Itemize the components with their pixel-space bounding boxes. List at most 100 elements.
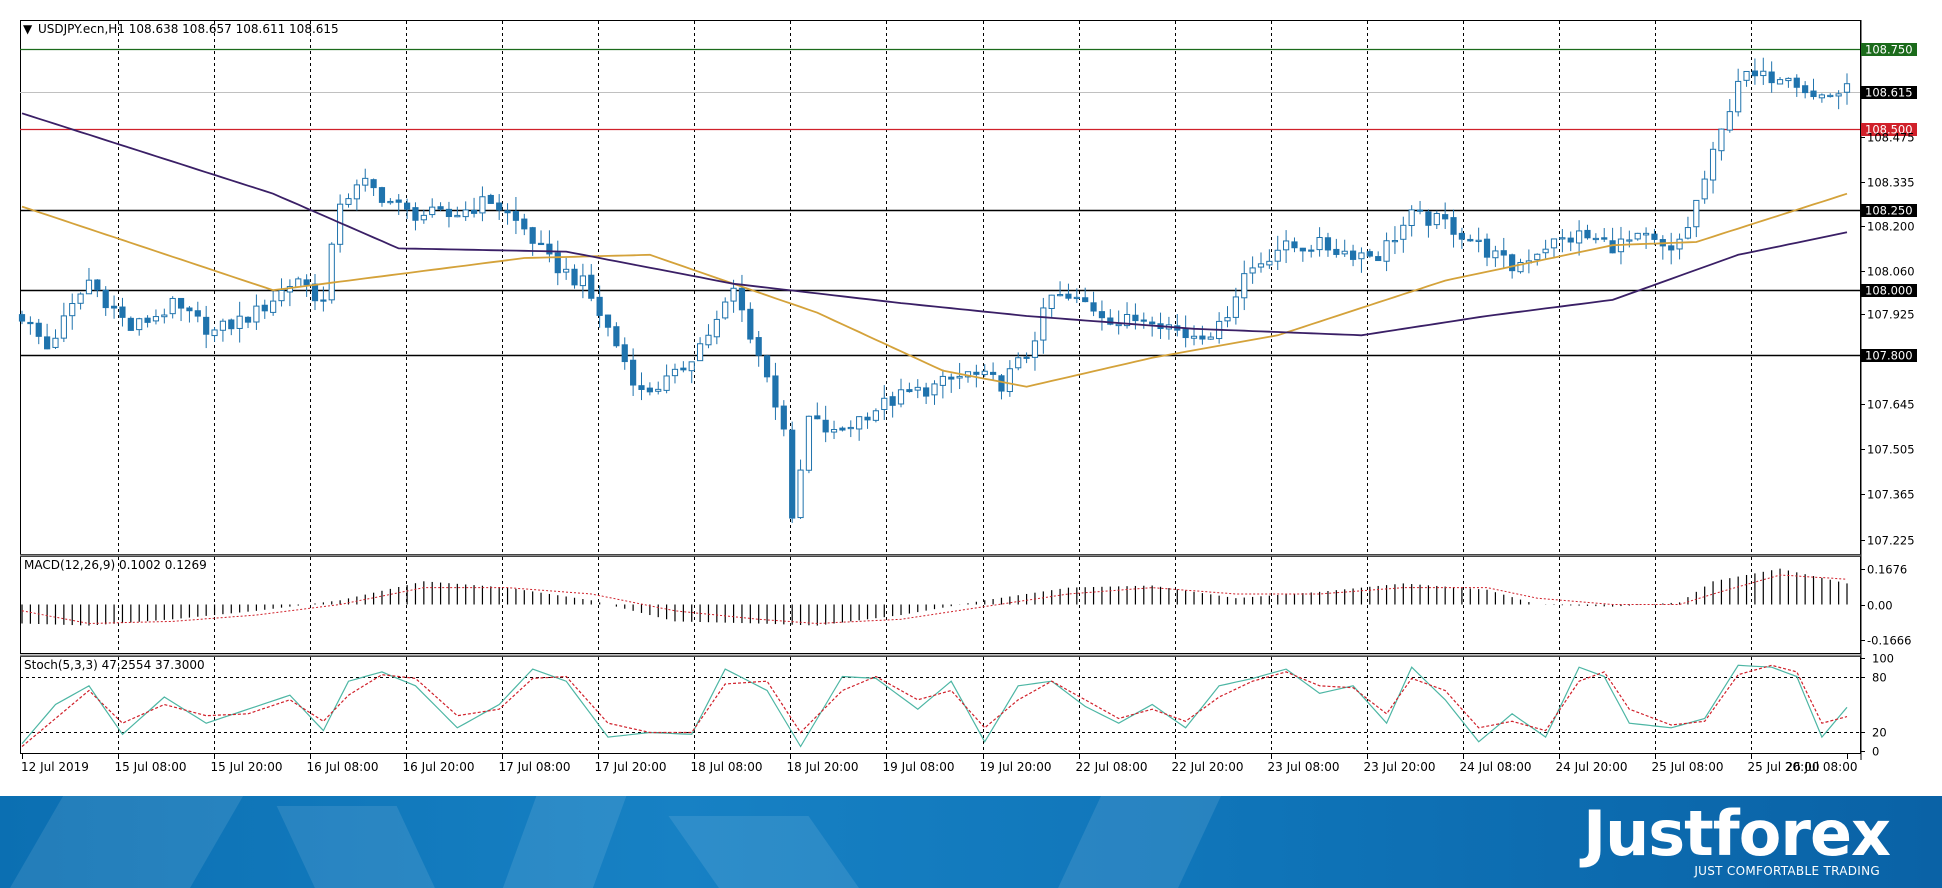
candle-body <box>1375 256 1382 262</box>
candle-body <box>864 416 871 421</box>
y-tick-label: -0.1666 <box>1867 634 1911 648</box>
candle-body <box>805 415 813 471</box>
candle-body <box>470 209 478 214</box>
candle-body <box>18 314 26 322</box>
candle-body <box>1509 254 1516 272</box>
candle-body <box>1408 209 1415 227</box>
x-tick-label: 22 Jul 20:00 <box>1172 760 1244 774</box>
candle-body <box>228 319 235 330</box>
macd-series <box>21 568 1848 626</box>
candle-body <box>1818 94 1825 99</box>
x-tick-label: 15 Jul 20:00 <box>211 760 283 774</box>
candle-body <box>1383 240 1390 262</box>
x-tick-label: 15 Jul 08:00 <box>115 760 187 774</box>
x-axis-ticks: 12 Jul 2019 15 Jul 08:00 15 Jul 20:00 16 Ju… <box>21 754 1857 774</box>
level-price-tag <box>1861 43 1917 56</box>
current-price-tag <box>1861 86 1917 99</box>
candle-body <box>144 317 151 323</box>
candle-body <box>1760 70 1767 77</box>
collapse-arrow-icon[interactable]: ▼ <box>23 22 33 36</box>
candle-body <box>1349 250 1357 260</box>
y-tick-label: 107.505 <box>1867 443 1915 457</box>
candle-body <box>1768 71 1775 84</box>
candle-body <box>1843 83 1851 93</box>
candle-body <box>897 389 905 405</box>
candle-body <box>998 375 1005 392</box>
moving-average-line <box>21 192 1848 388</box>
candle-body <box>872 410 879 421</box>
candle-body <box>479 196 486 214</box>
candle-body <box>496 202 503 211</box>
candle-body <box>1642 232 1650 236</box>
candle-body <box>1626 239 1633 242</box>
x-tick-label: 12 Jul 2019 <box>21 760 89 774</box>
candle-body <box>328 243 335 301</box>
candle-body <box>1668 245 1675 251</box>
candle-body <box>177 297 185 309</box>
brand-footer: Justforex JUST COMFORTABLE TRADING <box>0 796 1942 888</box>
y-tick-label: 0.1676 <box>1867 563 1907 577</box>
candle-body <box>1040 307 1047 341</box>
y-axis-ticks: 108.475 108.335 108.200 108.060 107.925 107.6… <box>1860 131 1915 759</box>
y-tick-label: 100 <box>1872 652 1894 666</box>
candle-body <box>211 329 218 337</box>
candle-body <box>747 308 754 340</box>
candle-body <box>755 337 762 356</box>
candle-body <box>110 305 118 309</box>
candle-body <box>1684 227 1692 239</box>
candle-body <box>85 279 93 295</box>
candle-body <box>780 405 787 430</box>
candle-body <box>738 287 746 311</box>
candle-body <box>1048 294 1055 309</box>
candle-body <box>261 304 268 312</box>
level-price-tag <box>1861 123 1917 136</box>
candle-body <box>1107 317 1114 325</box>
y-tick-label: 107.645 <box>1867 398 1915 412</box>
brand-logo: Justforex <box>1583 797 1891 870</box>
candle-body <box>797 469 804 519</box>
y-tick-label: 108.200 <box>1867 220 1915 234</box>
candle-body <box>420 214 427 221</box>
candle-body <box>1567 237 1574 243</box>
candle-body <box>906 389 913 393</box>
candle-body <box>697 343 704 362</box>
candle-body <box>956 375 963 379</box>
candle-body <box>923 387 930 397</box>
candle-body <box>1751 70 1759 77</box>
candle-body <box>1483 238 1491 258</box>
candle-body <box>529 227 536 244</box>
stoch-title: Stoch(5,3,3) 47.2554 37.3000 <box>24 658 205 672</box>
candle-body <box>554 252 561 274</box>
moving-averages <box>21 112 1848 388</box>
candle-body <box>454 214 461 218</box>
candle-body <box>303 279 310 286</box>
candle-body <box>60 315 67 339</box>
candle-body <box>94 279 101 291</box>
y-tick-label: 20 <box>1872 726 1887 740</box>
candle-body <box>596 296 603 316</box>
candle-body <box>1341 250 1348 255</box>
chart-area: 108.750 108.500 108.250 108.000 107.800 108.6… <box>18 20 1917 774</box>
candle-body <box>370 179 377 189</box>
y-tick-label: 107.225 <box>1867 534 1915 548</box>
level-price-tag <box>1861 349 1917 362</box>
candle-body <box>839 427 846 431</box>
x-tick-label: 24 Jul 20:00 <box>1556 760 1628 774</box>
candle-body <box>763 355 771 378</box>
candle-body <box>680 367 687 371</box>
price-chart-title: USDJPY.ecn,H1 108.638 108.657 108.611 10… <box>38 22 339 36</box>
candle-body <box>429 206 436 216</box>
candle-body <box>939 375 946 386</box>
candle-body <box>1190 335 1198 339</box>
candle-body <box>914 386 921 391</box>
candle-body <box>822 419 829 433</box>
candle-body <box>512 210 520 221</box>
candle-body <box>638 385 645 390</box>
macd-title: MACD(12,26,9) 0.1002 0.1269 <box>24 558 207 572</box>
y-tick-label: 0 <box>1872 745 1879 759</box>
candle-body <box>77 293 84 304</box>
candle-body <box>194 310 201 317</box>
candle-body <box>856 416 863 430</box>
level-price-label: 108.250 <box>1865 204 1913 218</box>
candle-body <box>270 300 277 313</box>
